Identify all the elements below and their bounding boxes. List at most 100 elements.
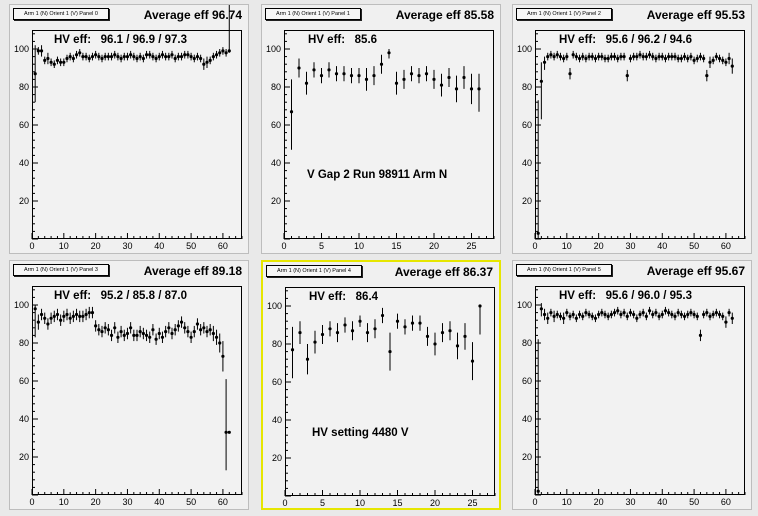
y-tick-label: 60 <box>19 120 29 130</box>
panel-3[interactable]: Arm 1 (N) Orient 1 (V) Panel 3 Average e… <box>9 260 249 510</box>
data-point <box>558 314 563 318</box>
y-tick-label: 100 <box>14 300 29 310</box>
panel-title: Arm 1 (N) Orient 1 (V) Panel 5 <box>516 264 612 276</box>
data-point <box>571 312 575 317</box>
data-point <box>686 312 690 317</box>
data-point <box>536 489 540 493</box>
data-point <box>218 341 222 345</box>
y-tick-label: 20 <box>522 196 532 206</box>
x-tick-label: 5 <box>319 241 324 251</box>
data-point <box>609 312 613 317</box>
data-point <box>320 332 325 337</box>
data-point <box>711 312 715 317</box>
data-point <box>619 312 623 317</box>
data-point <box>577 312 582 317</box>
y-tick-label: 60 <box>271 120 281 130</box>
x-tick-label: 20 <box>594 241 604 251</box>
data-point <box>364 77 369 81</box>
data-point <box>52 314 56 318</box>
data-point <box>686 56 690 61</box>
y-tick-label: 80 <box>522 338 532 348</box>
data-point <box>647 53 652 57</box>
data-point <box>195 322 200 326</box>
average-eff-label: Average eff 86.37 <box>394 265 493 279</box>
data-point <box>170 53 174 57</box>
data-point <box>587 55 591 59</box>
data-point <box>574 55 578 59</box>
data-point <box>205 60 209 64</box>
data-point <box>395 319 400 323</box>
data-point <box>724 60 728 64</box>
data-point <box>546 55 550 59</box>
panel-2[interactable]: Arm 1 (N) Orient 1 (V) Panel 2 Average e… <box>512 4 752 254</box>
data-point <box>552 55 556 59</box>
data-point <box>410 321 415 325</box>
x-tick-label: 40 <box>154 497 164 507</box>
data-point <box>612 55 617 59</box>
data-point <box>657 314 661 318</box>
data-point <box>635 55 639 59</box>
data-point <box>590 314 594 318</box>
data-point <box>304 81 309 85</box>
data-point <box>334 72 339 76</box>
data-point <box>68 55 72 59</box>
x-tick-label: 20 <box>429 241 439 251</box>
average-eff-label: Average eff 95.67 <box>646 264 745 278</box>
data-point <box>141 56 145 61</box>
data-point <box>132 55 136 59</box>
data-point <box>97 55 101 59</box>
data-point <box>708 314 712 318</box>
x-tick-label: 50 <box>186 497 196 507</box>
panel-5[interactable]: Arm 1 (N) Orient 1 (V) Panel 5 Average e… <box>512 260 752 510</box>
data-point <box>55 58 60 63</box>
data-point <box>549 311 553 315</box>
data-point <box>689 55 693 59</box>
data-point <box>46 322 50 326</box>
y-tick-label: 80 <box>522 82 532 92</box>
data-point <box>692 312 696 317</box>
data-point <box>609 55 613 59</box>
data-point <box>663 309 668 313</box>
data-point <box>705 74 709 78</box>
data-point <box>606 56 610 61</box>
y-tick-label: 80 <box>19 338 29 348</box>
panel-4[interactable]: Arm 1 (N) Orient 1 (V) Panel 4 Average e… <box>261 260 501 510</box>
data-point <box>186 330 190 334</box>
x-tick-label: 20 <box>91 497 101 507</box>
data-point <box>87 56 91 61</box>
data-point <box>676 56 680 61</box>
data-point <box>730 316 734 320</box>
data-point <box>144 53 149 57</box>
data-point <box>52 62 56 66</box>
data-point <box>122 333 126 337</box>
data-point <box>199 56 203 61</box>
data-point <box>78 314 82 318</box>
data-point <box>470 359 475 363</box>
data-point <box>565 55 569 59</box>
data-point <box>372 74 376 78</box>
panel-1[interactable]: Arm 1 (N) Orient 1 (V) Panel 1 Average e… <box>261 4 501 254</box>
data-point <box>342 72 346 76</box>
data-point <box>724 320 728 324</box>
data-point <box>167 326 171 330</box>
data-point <box>129 326 133 330</box>
data-point <box>546 316 550 320</box>
data-point <box>542 60 547 64</box>
panel-0[interactable]: Arm 1 (N) Orient 1 (V) Panel 0 Average e… <box>9 4 249 254</box>
data-point <box>682 55 687 59</box>
hv-eff-title: HV eff: <box>309 291 347 303</box>
data-point <box>584 311 588 315</box>
data-point <box>705 311 709 315</box>
data-point <box>603 56 607 61</box>
data-point <box>660 55 664 59</box>
data-point <box>433 342 437 346</box>
data-point <box>119 330 123 334</box>
data-point <box>673 314 677 318</box>
data-point <box>660 312 664 317</box>
data-point <box>593 56 598 61</box>
y-tick-label: 100 <box>267 301 282 311</box>
data-point <box>202 326 206 330</box>
data-point <box>635 316 639 320</box>
data-point <box>581 55 585 59</box>
data-point <box>100 56 104 61</box>
